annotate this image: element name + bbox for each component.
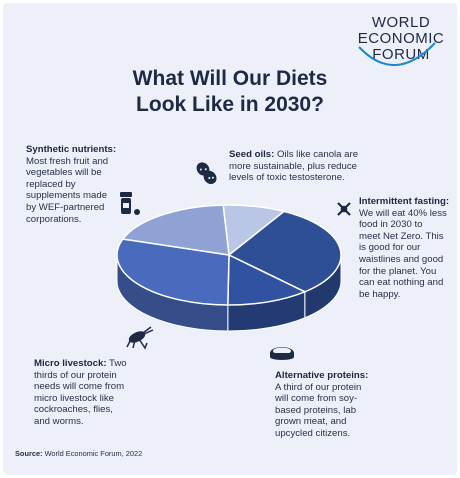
cricket-icon bbox=[126, 326, 154, 350]
annotation-micro-line: thirds of our protein bbox=[34, 369, 117, 381]
pill-bottle-icon bbox=[120, 192, 140, 215]
annotation-fasting-line: waistlines and good bbox=[359, 253, 444, 265]
annotation-synthetic-label: Synthetic nutrients: bbox=[26, 144, 117, 155]
pie-slice-2 bbox=[227, 253, 307, 306]
annotation-alt-line: will come from soy- bbox=[275, 393, 358, 405]
annotation-synthetic: Synthetic nutrients: Most fresh fruit an… bbox=[26, 144, 166, 225]
logo-arc-icon bbox=[358, 42, 436, 66]
title-line-1: What Will Our Diets bbox=[132, 67, 328, 90]
annotation-fasting-line: meet Net Zero. This bbox=[359, 230, 444, 242]
annotation-synthetic-line: by WEF-partnered bbox=[26, 201, 105, 213]
annotation-fasting-line: We will eat 40% less bbox=[359, 207, 447, 219]
source-text: World Economic Forum, 2022 bbox=[42, 449, 143, 458]
annotation-seed-oils: Seed oils: Oils like canola are more sus… bbox=[229, 149, 409, 184]
pie-slice-1 bbox=[227, 210, 342, 293]
annotation-seed-line: Oils like canola are bbox=[274, 149, 359, 160]
annotation-alt-line: A third of our protein bbox=[275, 381, 362, 393]
annotation-alt-line: based proteins, lab bbox=[275, 404, 357, 416]
source-label: Source: bbox=[15, 449, 43, 458]
pie-3d-group bbox=[116, 204, 342, 332]
pie-slice-4 bbox=[121, 204, 230, 256]
annotation-fasting-line: for the planet. You bbox=[359, 265, 437, 277]
annotation-fasting-label: Intermittent fasting: bbox=[359, 196, 450, 207]
logo-line-1: WORLD bbox=[371, 14, 431, 31]
annotation-fasting-line: can eat nothing and bbox=[359, 277, 444, 289]
wef-logo: WORLD ECONOMIC FORUM bbox=[351, 15, 451, 63]
annotation-alt-proteins: Alternative proteins: A third of our pro… bbox=[275, 370, 415, 440]
annotation-seed-label: Seed oils: bbox=[229, 149, 275, 160]
source-note: Source: World Economic Forum, 2022 bbox=[15, 449, 142, 458]
annotation-fasting-line: be happy. bbox=[359, 288, 401, 300]
annotation-fasting-line: food in 2030 to bbox=[359, 219, 423, 231]
annotation-seed-line: more sustainable, plus reduce bbox=[229, 160, 357, 172]
fasting-icon bbox=[337, 202, 351, 216]
annotation-micro-line: needs will come from bbox=[34, 381, 125, 393]
annotation-seed-line: levels of toxic testosterone. bbox=[229, 172, 345, 184]
annotation-micro-line: Two bbox=[106, 358, 127, 369]
pie-slice-3 bbox=[116, 238, 230, 306]
annotation-synthetic-line: Most fresh fruit and bbox=[26, 155, 109, 167]
annotation-micro-line: micro livestock like bbox=[34, 392, 114, 404]
annotation-micro-line: cockroaches, flies, bbox=[34, 404, 113, 416]
annotation-micro-label: Micro livestock: bbox=[34, 358, 107, 369]
annotation-alt-line: upcycled citizens. bbox=[275, 427, 351, 439]
annotation-synthetic-line: replaced by bbox=[26, 178, 76, 190]
petri-dish-icon bbox=[270, 347, 294, 360]
annotation-synthetic-line: corporations. bbox=[26, 213, 82, 225]
annotation-fasting: Intermittent fasting: We will eat 40% le… bbox=[359, 196, 457, 300]
annotation-synthetic-line: supplements made bbox=[26, 190, 108, 202]
annotation-micro-line: and worms. bbox=[34, 415, 84, 427]
page-title: What Will Our Diets Look Like in 2030? bbox=[3, 66, 457, 118]
annotation-synthetic-line: vegetables will be bbox=[26, 167, 102, 179]
annotation-micro-livestock: Micro livestock: Two thirds of our prote… bbox=[34, 358, 174, 428]
infographic: WORLD ECONOMIC FORUM What Will Our Diets… bbox=[3, 3, 457, 475]
logo-line-2: ECONOMIC bbox=[357, 30, 445, 47]
title-line-2: Look Like in 2030? bbox=[136, 93, 324, 116]
peanut-icon bbox=[196, 162, 217, 185]
annotation-alt-line: grown meat, and bbox=[275, 416, 347, 428]
annotation-fasting-line: is good for our bbox=[359, 242, 421, 254]
pie-chart bbox=[116, 42, 436, 360]
annotation-alt-label: Alternative proteins: bbox=[275, 370, 369, 381]
